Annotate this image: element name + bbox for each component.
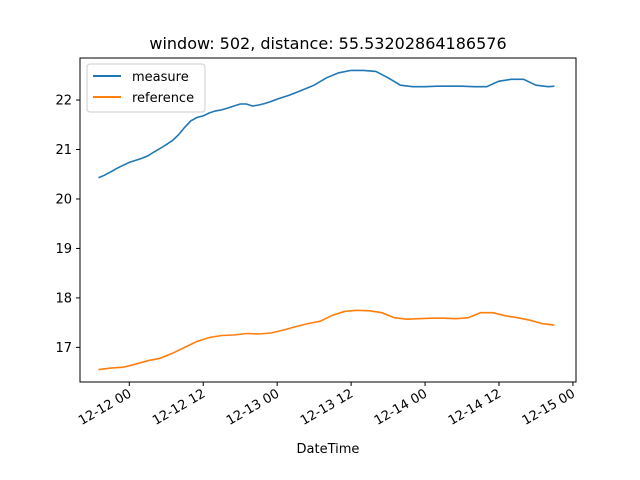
- series-line-reference: [98, 309, 555, 371]
- plot-frame: [79, 57, 577, 383]
- legend-label-reference: reference: [132, 91, 194, 106]
- y-tick-label: 17: [55, 341, 72, 356]
- legend-label-measure: measure: [132, 70, 189, 85]
- y-tick-label: 20: [55, 192, 72, 207]
- y-tick-label: 18: [55, 291, 72, 306]
- chart-title: window: 502, distance: 55.53202864186576: [149, 34, 506, 53]
- series-layer: [98, 69, 555, 371]
- y-tick-label: 19: [55, 242, 72, 257]
- series-line-measure: [98, 69, 555, 179]
- y-tick-label: 21: [55, 143, 72, 158]
- y-tick-label: 22: [55, 94, 72, 109]
- x-axis-label: DateTime: [297, 442, 360, 457]
- legend: measure reference: [86, 63, 206, 113]
- y-axis: 17 18 19 20 21 22: [55, 94, 80, 356]
